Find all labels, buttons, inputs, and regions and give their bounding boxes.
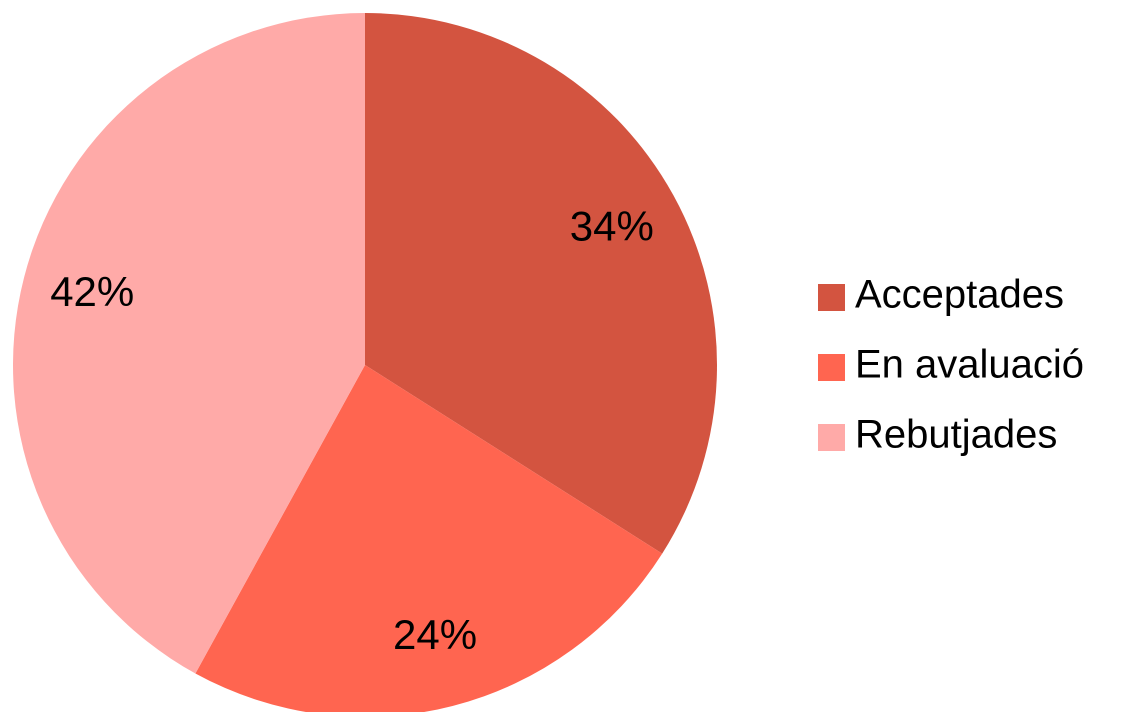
data-label: 34% [570,202,654,249]
pie-slice [195,365,663,712]
legend-label: En avaluació [855,343,1084,387]
pie-slice [13,13,366,674]
legend-swatch [818,284,845,311]
legend-label: Acceptades [855,273,1064,317]
legend-swatch [818,354,845,381]
data-label: 24% [393,611,477,658]
pie-slice [365,13,717,554]
legend-label: Rebutjades [855,413,1057,457]
data-label: 42% [50,268,134,315]
legend-swatch [818,424,845,451]
